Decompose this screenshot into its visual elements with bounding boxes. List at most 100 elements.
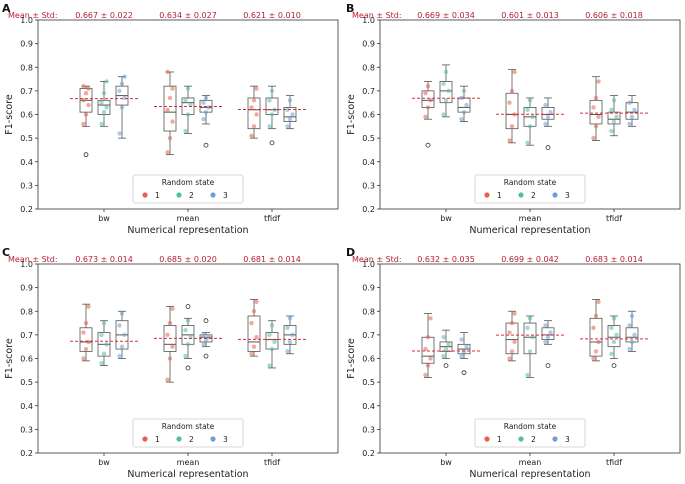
box-iqr — [283, 107, 297, 122]
legend-box — [474, 418, 586, 448]
data-point — [423, 372, 428, 378]
data-point — [525, 325, 530, 330]
data-point — [119, 105, 125, 110]
y-tick-label: 0.5 — [20, 378, 33, 387]
mean-std-value: 0.669 ± 0.034 — [417, 11, 475, 20]
data-point — [611, 339, 617, 345]
data-point — [446, 342, 451, 347]
legend-label: 1 — [155, 191, 160, 200]
data-point — [254, 112, 259, 117]
data-point — [249, 133, 254, 138]
y-tick-label: 0.4 — [362, 402, 375, 411]
legend-label: 1 — [155, 435, 160, 444]
data-point — [83, 91, 89, 96]
x-tick-label: mean — [519, 214, 542, 223]
data-point — [81, 356, 86, 361]
y-tick-label: 0.6 — [20, 111, 33, 120]
y-tick-label: 0.3 — [20, 181, 33, 190]
data-point — [117, 88, 122, 94]
data-point — [423, 91, 428, 96]
data-point — [201, 332, 206, 338]
mean-std-value: 0.699 ± 0.042 — [501, 255, 559, 264]
data-point — [596, 339, 601, 345]
legend-marker — [176, 192, 182, 198]
y-tick-label: 0.7 — [362, 331, 375, 340]
outlier-point — [203, 318, 209, 324]
data-point — [545, 335, 551, 340]
data-point — [593, 313, 599, 319]
legend-title: Random state — [162, 178, 215, 187]
data-point — [104, 342, 109, 347]
y-tick-label: 0.7 — [20, 87, 33, 96]
box-iqr — [589, 99, 603, 125]
data-point — [206, 105, 211, 110]
data-point — [251, 309, 257, 314]
data-point — [425, 363, 431, 368]
mean-std-value: 0.673 ± 0.014 — [75, 255, 133, 264]
x-tick-label: mean — [177, 214, 200, 223]
x-tick-label: bw — [440, 458, 452, 467]
data-point — [165, 69, 170, 75]
data-point — [251, 98, 257, 103]
data-point — [428, 356, 433, 361]
data-point — [509, 88, 515, 94]
data-point — [609, 107, 614, 112]
y-tick-label: 0.4 — [20, 402, 33, 411]
y-tick-label: 0.8 — [362, 63, 375, 72]
x-tick-label: bw — [98, 458, 110, 467]
data-point — [441, 112, 446, 117]
data-point — [425, 105, 431, 110]
data-point — [609, 325, 614, 330]
data-point — [611, 98, 617, 103]
data-point — [267, 363, 272, 368]
data-point — [530, 335, 535, 340]
data-point — [104, 79, 109, 84]
data-point — [267, 332, 272, 338]
data-point — [104, 105, 109, 110]
box-iqr — [505, 322, 519, 355]
data-point — [251, 344, 257, 349]
data-point — [507, 330, 512, 335]
mean-std-label: Mean ± Std: — [352, 11, 402, 20]
data-point — [183, 327, 188, 333]
data-point — [627, 323, 632, 328]
data-point — [459, 353, 464, 359]
data-point — [81, 98, 86, 103]
mean-std-value: 0.681 ± 0.014 — [243, 255, 301, 264]
data-point — [249, 351, 254, 356]
y-tick-label: 0.5 — [362, 134, 375, 143]
data-point — [545, 114, 551, 120]
data-point — [99, 361, 104, 366]
box-iqr — [541, 327, 555, 341]
y-tick-label: 0.9 — [20, 40, 33, 49]
data-point — [165, 150, 170, 155]
data-point — [530, 114, 535, 120]
data-point — [122, 332, 127, 338]
data-point — [201, 342, 206, 347]
data-point — [512, 311, 517, 316]
data-point — [611, 316, 617, 321]
data-point — [287, 316, 293, 321]
mean-std-value: 0.634 ± 0.027 — [159, 11, 217, 20]
data-point — [185, 112, 191, 117]
data-point — [203, 95, 209, 101]
data-point — [593, 95, 599, 101]
data-point — [170, 119, 175, 124]
data-point — [101, 320, 107, 326]
data-point — [596, 299, 601, 304]
y-tick-label: 0.3 — [362, 425, 375, 434]
outlier-point — [461, 370, 467, 376]
data-point — [165, 377, 170, 382]
data-point — [441, 81, 446, 86]
legend-box — [132, 174, 244, 204]
legend-marker — [484, 436, 490, 442]
data-point — [170, 86, 175, 91]
data-point — [81, 330, 86, 335]
legend-label: 3 — [565, 191, 570, 200]
box-iqr — [247, 315, 261, 352]
